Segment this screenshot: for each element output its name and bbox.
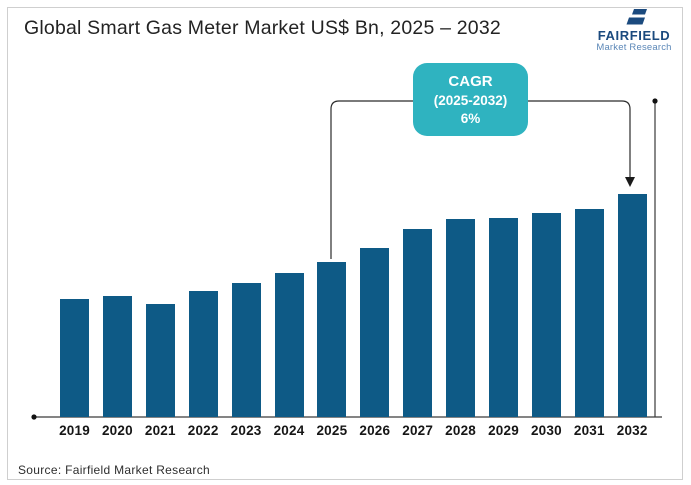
bar-2024 <box>274 272 304 417</box>
x-tick-2020: 2020 <box>101 423 133 438</box>
x-tick-2032: 2032 <box>616 423 648 438</box>
logo-tagline-text: Market Research <box>596 41 672 53</box>
bar-2027 <box>403 229 433 417</box>
x-tick-2028: 2028 <box>445 423 477 438</box>
bar-2029 <box>489 218 518 417</box>
bar-2022 <box>188 290 218 417</box>
bar-2020 <box>102 295 132 417</box>
bar-2032 <box>617 194 647 417</box>
cagr-label: CAGR <box>448 72 493 90</box>
bar-2028 <box>446 218 476 417</box>
cagr-annotation-box: CAGR (2025-2032) 6% <box>413 63 528 136</box>
chart-title: Global Smart Gas Meter Market US$ Bn, 20… <box>24 17 501 39</box>
cagr-value: 6% <box>460 111 481 126</box>
x-tick-2019: 2019 <box>59 423 90 438</box>
x-tick-2022: 2022 <box>187 423 219 438</box>
x-tick-2031: 2031 <box>573 423 605 438</box>
bar-2026 <box>360 248 390 417</box>
x-tick-2030: 2030 <box>530 423 562 438</box>
fairfield-logo: FAIRFIELD Market Research <box>591 9 677 53</box>
x-tick-2023: 2023 <box>230 423 262 438</box>
flag-icon <box>626 9 647 25</box>
logo-brand-text: FAIRFIELD <box>597 28 671 43</box>
bar-2023 <box>231 282 261 417</box>
source-text: Source: Fairfield Market Research <box>18 463 210 477</box>
x-tick-2025: 2025 <box>316 423 348 438</box>
x-tick-2026: 2026 <box>359 423 391 438</box>
bar-2019 <box>60 298 89 417</box>
x-tick-2029: 2029 <box>488 423 519 438</box>
cagr-period: (2025-2032) <box>433 92 508 108</box>
x-tick-2024: 2024 <box>273 423 305 438</box>
x-tick-2021: 2021 <box>144 423 176 438</box>
bar-2021 <box>145 303 175 417</box>
bar-2030 <box>531 213 561 417</box>
bar-2025 <box>317 262 347 417</box>
x-tick-2027: 2027 <box>402 423 434 438</box>
bar-2031 <box>574 209 604 417</box>
